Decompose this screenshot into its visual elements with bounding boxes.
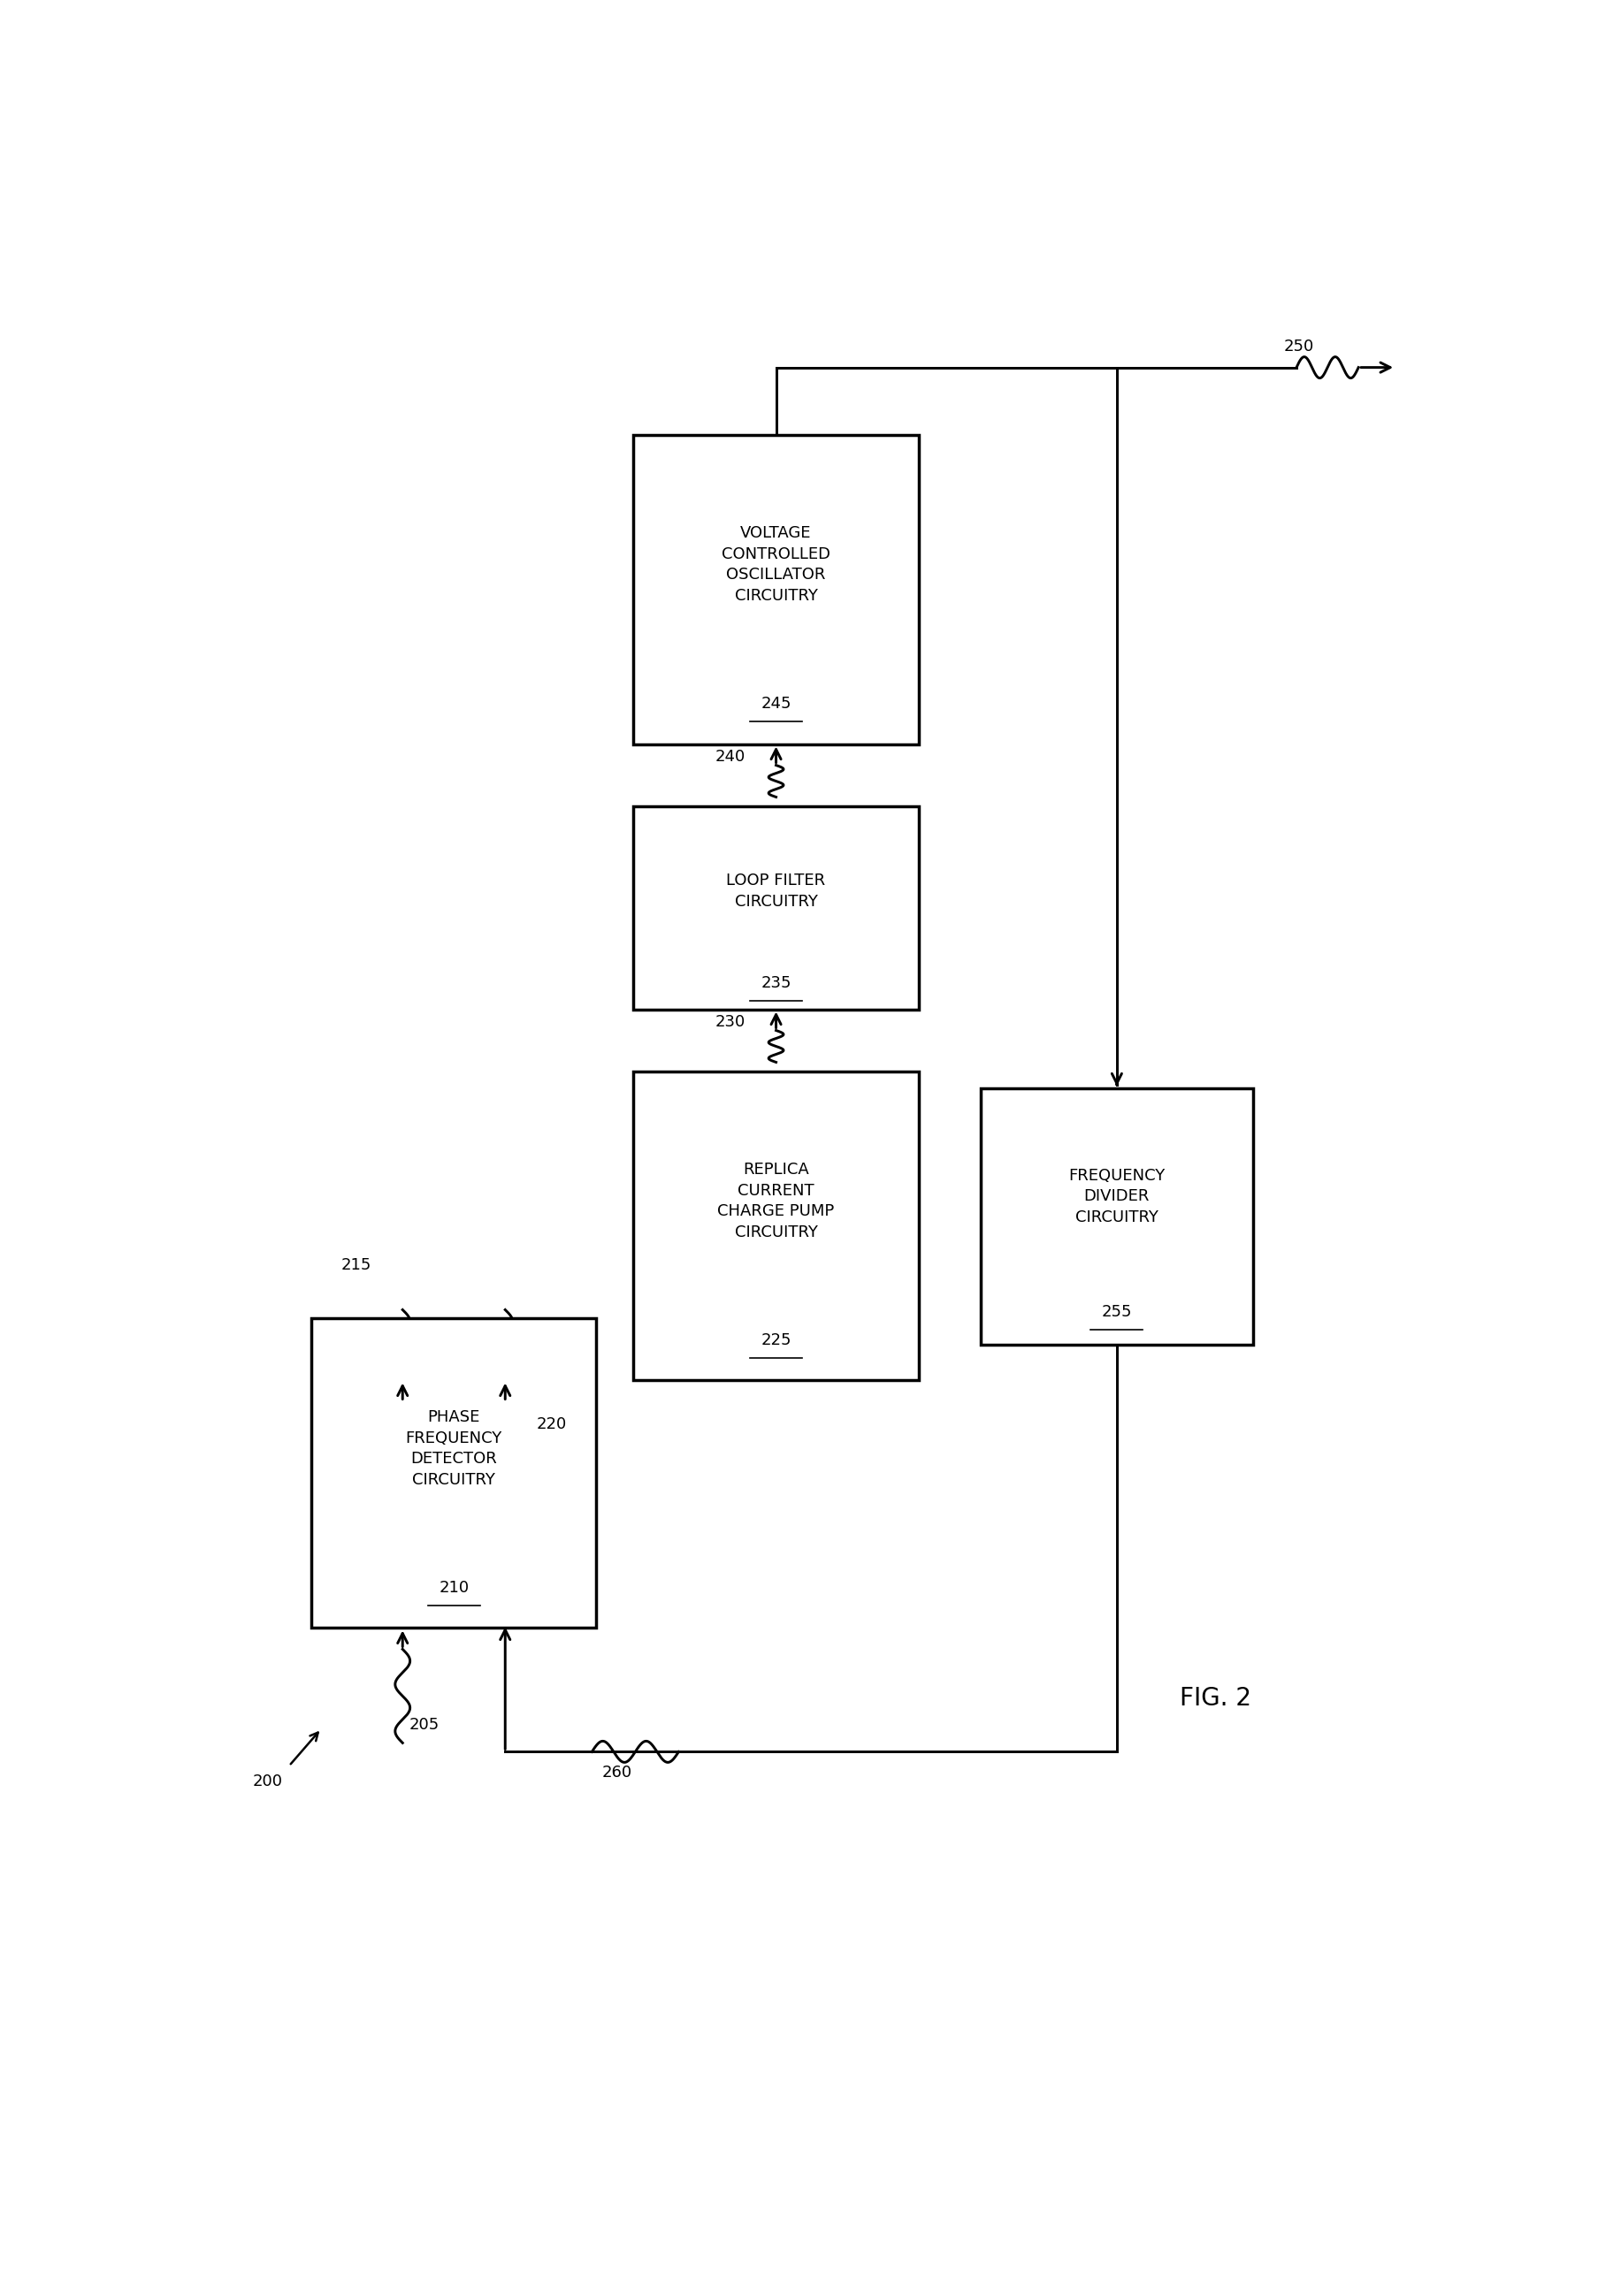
Text: FREQUENCY
DIVIDER
CIRCUITRY: FREQUENCY DIVIDER CIRCUITRY xyxy=(1067,1169,1165,1226)
Text: 215: 215 xyxy=(340,1258,371,1274)
Bar xyxy=(633,434,917,744)
Text: PHASE
FREQUENCY
DETECTOR
CIRCUITRY: PHASE FREQUENCY DETECTOR CIRCUITRY xyxy=(406,1410,502,1488)
Bar xyxy=(633,1070,917,1380)
Text: 255: 255 xyxy=(1101,1304,1131,1320)
Bar xyxy=(633,806,917,1010)
Text: 240: 240 xyxy=(714,748,745,765)
Text: REPLICA
CURRENT
CHARGE PUMP
CIRCUITRY: REPLICA CURRENT CHARGE PUMP CIRCUITRY xyxy=(718,1162,834,1240)
Bar xyxy=(312,1318,596,1628)
Text: 235: 235 xyxy=(761,976,791,992)
Text: FIG. 2: FIG. 2 xyxy=(1179,1685,1251,1711)
Bar xyxy=(980,1088,1253,1345)
Text: 250: 250 xyxy=(1283,338,1314,354)
Text: 245: 245 xyxy=(761,696,791,712)
Text: 220: 220 xyxy=(535,1417,566,1433)
Text: 200: 200 xyxy=(252,1775,283,1791)
Text: LOOP FILTER
CIRCUITRY: LOOP FILTER CIRCUITRY xyxy=(725,872,825,909)
Text: 210: 210 xyxy=(438,1580,468,1596)
Text: 205: 205 xyxy=(409,1717,439,1733)
Text: 260: 260 xyxy=(601,1766,631,1782)
Text: 225: 225 xyxy=(761,1332,791,1348)
Text: VOLTAGE
CONTROLLED
OSCILLATOR
CIRCUITRY: VOLTAGE CONTROLLED OSCILLATOR CIRCUITRY xyxy=(721,526,829,604)
Text: 230: 230 xyxy=(714,1013,745,1029)
